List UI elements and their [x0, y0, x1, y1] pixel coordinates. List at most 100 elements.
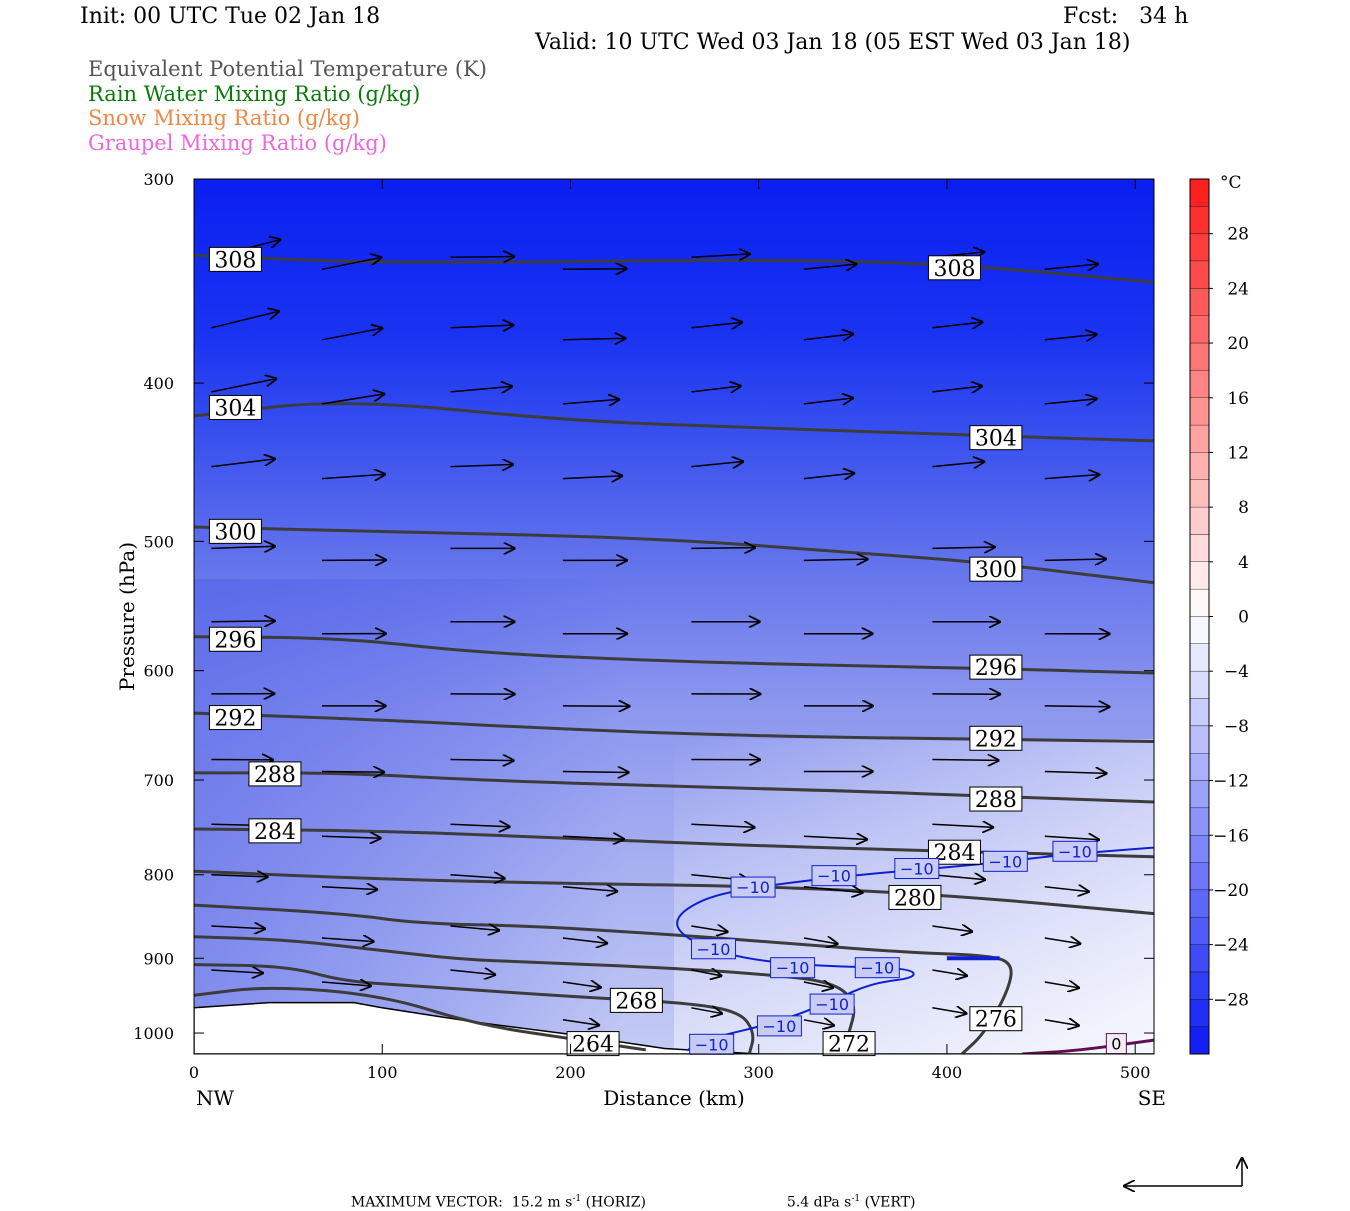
temperature-label-text: −10: [1058, 842, 1092, 861]
colorbar-swatch: [1190, 863, 1209, 890]
theta-e-label-292: 292: [970, 726, 1022, 752]
colorbar-swatch: [1190, 480, 1209, 507]
colorbar-tick-label: 0: [1238, 608, 1249, 628]
colorbar-tick-label: 28: [1227, 225, 1249, 245]
x-tick-label: 500: [1120, 1063, 1151, 1082]
temperature-label-minus10: −10: [810, 994, 854, 1014]
left-endpoint-label: NW: [196, 1086, 235, 1110]
colorbar-swatch: [1190, 507, 1209, 534]
max-vector-label: MAXIMUM VECTOR:: [351, 1195, 503, 1211]
temperature-label-text: −10: [763, 1017, 797, 1036]
wind-vector: [563, 269, 628, 270]
theta-e-label-296: 296: [209, 627, 261, 653]
max-vector-horizontal-exponent: -1: [572, 1194, 581, 1204]
wind-vector: [563, 772, 630, 773]
x-axis-label: Distance (km): [603, 1086, 745, 1110]
theta-e-label-text: 280: [894, 886, 936, 911]
x-tick-label: 400: [932, 1063, 963, 1082]
temperature-label-text: −10: [815, 995, 849, 1014]
colorbar-swatch: [1190, 589, 1209, 616]
colorbar-swatch: [1190, 425, 1209, 452]
temperature-label-text: −10: [736, 878, 770, 897]
colorbar-tick-label: 8: [1238, 498, 1249, 518]
colorbar-tick-label: 12: [1227, 443, 1249, 463]
y-tick-label: 800: [143, 866, 174, 885]
y-tick-label: 1000: [133, 1024, 174, 1043]
max-vector-vertical: 5.4 dPa s: [787, 1195, 851, 1211]
temperature-label-minus10: −10: [692, 939, 736, 959]
colorbar-swatch: [1190, 617, 1209, 644]
colorbar-swatch: [1190, 726, 1209, 753]
colorbar-swatch: [1190, 753, 1209, 780]
colorbar-swatch: [1190, 206, 1209, 233]
theta-e-label-304: 304: [209, 395, 261, 421]
colorbar-swatch: [1190, 398, 1209, 425]
x-tick-label: 100: [367, 1063, 398, 1082]
theta-e-label-text: 292: [975, 727, 1017, 752]
colorbar-swatch: [1190, 890, 1209, 917]
theta-e-label-text: 304: [214, 396, 256, 421]
wind-vector: [1045, 706, 1111, 707]
temperature-shading: [194, 179, 1154, 1054]
colorbar-swatch: [1190, 671, 1209, 698]
theta-e-label-text: 304: [975, 427, 1017, 452]
max-vector-horizontal: 15.2 m s: [512, 1195, 573, 1211]
temperature-label-text: −10: [776, 959, 810, 978]
temperature-label-zero: 0: [1106, 1034, 1126, 1054]
theta-e-label-308: 308: [928, 256, 980, 282]
y-tick-label: 600: [143, 662, 174, 681]
wind-vector: [932, 760, 999, 761]
theta-e-label-text: 300: [214, 520, 256, 545]
theta-e-label-292: 292: [209, 706, 261, 732]
theta-e-label-text: 292: [214, 707, 256, 732]
colorbar-unit: °C: [1220, 173, 1242, 193]
theta-e-label-304: 304: [970, 426, 1022, 452]
temperature-label-minus10: −10: [690, 1034, 734, 1054]
colorbar-tick-label: −24: [1213, 936, 1249, 956]
colorbar-swatch: [1190, 562, 1209, 589]
colorbar-swatch: [1190, 699, 1209, 726]
theta-e-label-text: 288: [975, 788, 1017, 813]
y-tick-label: 300: [143, 170, 174, 189]
theta-e-label-300: 300: [970, 557, 1022, 583]
x-tick-label: 0: [189, 1063, 199, 1082]
wind-vector: [451, 257, 516, 258]
theta-e-label-text: 300: [975, 558, 1017, 583]
colorbar-swatch: [1190, 370, 1209, 397]
theta-e-label-text: 288: [254, 763, 296, 788]
max-vector-caption-vertical: 5.4 dPa s-1 (VERT): [778, 1178, 915, 1211]
theta-e-label-280: 280: [889, 885, 941, 911]
max-vector-vertical-exponent: -1: [851, 1194, 860, 1204]
colorbar-swatch: [1190, 917, 1209, 944]
temperature-label-text: 0: [1111, 1035, 1121, 1054]
temperature-label-minus10: −10: [855, 958, 899, 978]
theta-e-label-300: 300: [209, 519, 261, 545]
temperature-label-text: −10: [860, 959, 894, 978]
y-tick-label: 500: [143, 532, 174, 551]
temperature-label-minus10: −10: [983, 851, 1027, 871]
theta-e-label-text: 276: [975, 1008, 1017, 1033]
right-endpoint-label: SE: [1138, 1086, 1166, 1110]
temperature-label-text: −10: [695, 1035, 729, 1054]
theta-e-label-276: 276: [970, 1007, 1022, 1033]
colorbar-swatch: [1190, 999, 1209, 1026]
colorbar-tick-label: 20: [1227, 334, 1249, 354]
colorbar-swatch: [1190, 452, 1209, 479]
colorbar-swatch: [1190, 644, 1209, 671]
colorbar-swatch: [1190, 316, 1209, 343]
colorbar-swatch: [1190, 288, 1209, 315]
temperature-label-text: −10: [697, 940, 731, 959]
max-vector-horizontal-tag: (HORIZ): [581, 1195, 646, 1211]
colorbar-swatch: [1190, 972, 1209, 999]
x-tick-label: 200: [555, 1063, 586, 1082]
theta-e-label-text: 308: [214, 248, 256, 273]
theta-e-label-296: 296: [970, 655, 1022, 681]
theta-e-label-308: 308: [209, 247, 261, 273]
theta-e-label-288: 288: [249, 762, 301, 788]
colorbar-swatch: [1190, 945, 1209, 972]
colorbar-tick-label: −8: [1224, 717, 1249, 737]
wind-vector: [211, 621, 276, 622]
colorbar-tick-label: −16: [1213, 826, 1249, 846]
y-tick-label: 900: [143, 949, 174, 968]
